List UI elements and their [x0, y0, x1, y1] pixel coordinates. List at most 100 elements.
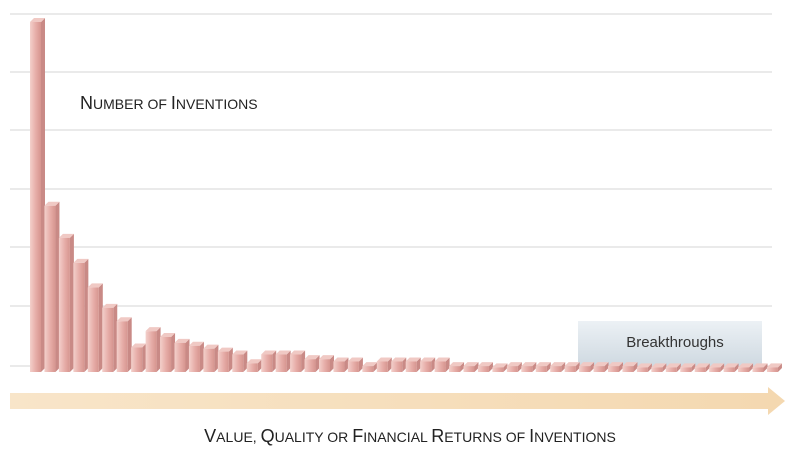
bar: [304, 355, 320, 372]
bar-side: [734, 363, 739, 372]
breakthroughs-box: [578, 321, 762, 366]
bar-front: [506, 366, 518, 372]
bars: [30, 18, 782, 372]
bar-side: [416, 357, 421, 372]
bar-top: [391, 357, 407, 362]
bar-side: [113, 303, 118, 372]
bar-front: [434, 361, 446, 372]
y-axis-label: NUMBER OF INVENTIONS: [80, 93, 258, 113]
bar-top: [492, 363, 508, 368]
bar-front: [203, 348, 215, 372]
bar-top: [217, 347, 233, 352]
bar: [449, 362, 465, 372]
bar-top: [188, 341, 204, 346]
bar: [636, 363, 652, 372]
bar: [160, 333, 176, 372]
bar: [550, 362, 566, 372]
bar-front: [405, 361, 417, 372]
bar-front: [766, 367, 778, 372]
bar-side: [561, 362, 566, 372]
bar-side: [55, 201, 60, 372]
bar: [333, 357, 349, 372]
bar: [58, 233, 74, 372]
bar: [174, 338, 190, 372]
bar-side: [257, 359, 262, 372]
bar-front: [116, 321, 128, 372]
bar-top: [405, 357, 421, 362]
bar: [694, 363, 710, 372]
bar-side: [330, 355, 334, 372]
bar: [593, 362, 609, 372]
x-axis-arrow: [10, 387, 785, 415]
bar-top: [347, 357, 363, 362]
bar-front: [319, 359, 330, 372]
bar: [506, 362, 522, 372]
bar: [347, 357, 363, 372]
bar-front: [217, 351, 229, 372]
bar-side: [763, 363, 768, 372]
bar-front: [304, 359, 316, 372]
bar: [362, 362, 378, 372]
bar-top: [116, 317, 132, 322]
bar-side: [590, 362, 595, 372]
bar-top: [261, 350, 277, 355]
bar-top: [232, 350, 248, 355]
bar-side: [503, 363, 508, 372]
bar-top: [449, 362, 465, 367]
bar-front: [420, 361, 432, 372]
bar: [73, 258, 89, 372]
bar: [463, 362, 479, 372]
bar-front: [333, 361, 345, 372]
bar-front: [246, 363, 258, 372]
bar: [608, 362, 623, 372]
bar-front: [261, 354, 273, 372]
bar-side: [185, 338, 190, 372]
bar-side: [705, 363, 710, 372]
bar-top: [535, 362, 551, 367]
bar-side: [402, 357, 407, 372]
bar-front: [44, 205, 56, 372]
bar-top: [362, 362, 378, 367]
bar-top: [651, 363, 667, 368]
bar-front: [622, 366, 634, 372]
bar-top: [550, 362, 566, 367]
bar: [376, 357, 392, 372]
bar: [203, 344, 219, 372]
bar-front: [102, 307, 114, 372]
bar: [651, 363, 667, 372]
bar-front: [87, 287, 99, 372]
bar-side: [243, 350, 248, 372]
bar-front: [564, 366, 576, 372]
bar-front: [665, 367, 677, 372]
bar-side: [474, 362, 479, 372]
bar-top: [521, 362, 537, 367]
bar-side: [488, 362, 493, 372]
bar: [492, 363, 508, 372]
bar-top: [564, 362, 580, 367]
bar-top: [636, 363, 652, 368]
bar-top: [203, 344, 219, 349]
bar-side: [286, 350, 291, 372]
bar: [709, 363, 725, 372]
bar-top: [593, 362, 609, 367]
bar-front: [160, 337, 172, 372]
bar-front: [593, 366, 605, 372]
bar-front: [174, 342, 186, 372]
bar: [579, 362, 595, 372]
bar: [275, 350, 291, 372]
bar-top: [102, 303, 118, 308]
bar: [391, 357, 407, 372]
bar-front: [535, 366, 547, 372]
bar-top: [665, 363, 681, 368]
bar-side: [171, 333, 176, 372]
bar-top: [44, 201, 60, 206]
bar-front: [651, 367, 663, 372]
bar-front: [636, 367, 648, 372]
bar-front: [709, 367, 721, 372]
bar-front: [73, 262, 85, 372]
bar-side: [344, 357, 349, 372]
bar: [44, 201, 60, 372]
bar-front: [30, 22, 41, 372]
bar-side: [445, 357, 450, 372]
bar-front: [752, 367, 764, 372]
